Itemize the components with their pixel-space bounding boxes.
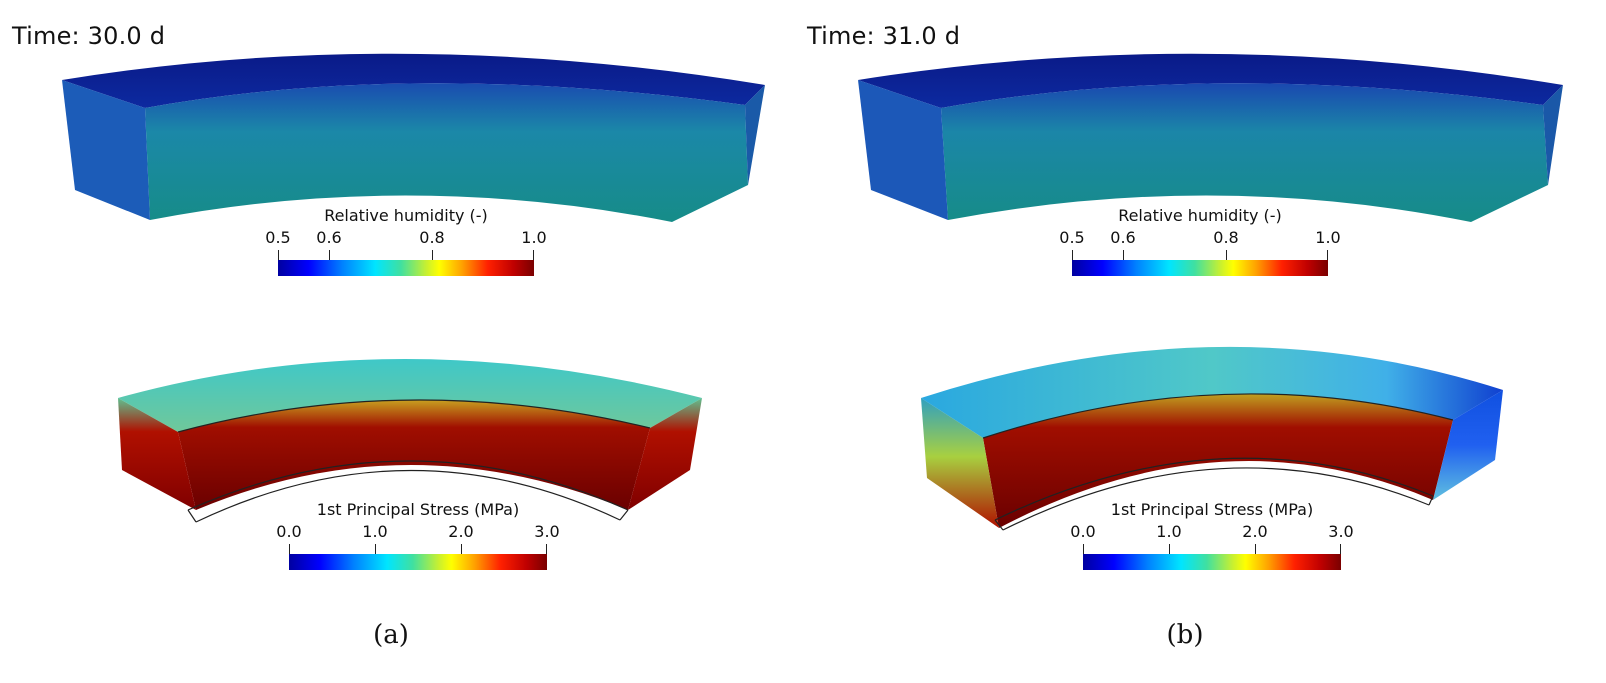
humidity-block-top [62,53,765,108]
stress-outline [982,393,1454,531]
humidity-colorbar [1072,260,1328,276]
humidity-tick [1072,250,1073,260]
stress-tick [1255,544,1256,554]
humidity-colorbar-title: Relative humidity (-) [1118,206,1282,225]
humidity-colorbar [278,260,534,276]
humidity-block-left [858,80,948,220]
time-label: Time: 31.0 d [807,22,961,50]
humidity-block-right [745,85,765,185]
humidity-tick-label: 0.5 [1059,228,1085,247]
panel-a: Time: 30.0 d Relative humidity (-) 0.5 0… [12,22,765,650]
stress-colorbar [1083,554,1341,570]
stress-tick [1169,544,1170,554]
humidity-tick [329,250,330,260]
stress-tick-label: 2.0 [1242,522,1268,541]
stress-colorbar-title: 1st Principal Stress (MPa) [1110,500,1314,519]
humidity-tick [533,250,534,260]
panel-caption: (b) [1166,620,1204,650]
stress-tick-label: 0.0 [1070,522,1096,541]
stress-block-inner [178,399,650,510]
panel-a-scene [62,53,765,523]
stress-tick [461,544,462,554]
time-label: Time: 30.0 d [12,22,166,50]
stress-block-right [1433,390,1503,500]
stress-tick [1083,544,1084,554]
humidity-block-front [145,83,748,223]
humidity-tick-label: 0.5 [265,228,291,247]
stress-colorbar [289,554,547,570]
stress-tick-label: 3.0 [534,522,560,541]
humidity-tick-label: 0.6 [1110,228,1136,247]
humidity-tick [1226,250,1227,260]
stress-tick-label: 2.0 [448,522,474,541]
humidity-tick-label: 0.8 [419,228,445,247]
stress-tick-label: 3.0 [1328,522,1354,541]
humidity-tick-label: 0.6 [316,228,342,247]
stress-block-top [118,359,702,432]
stress-block-left [118,398,196,510]
stress-tick [375,544,376,554]
humidity-block-top [858,53,1563,108]
humidity-block-right [1543,85,1563,185]
humidity-tick-label: 0.8 [1213,228,1239,247]
stress-outline [177,399,651,523]
humidity-colorbar-title: Relative humidity (-) [324,206,488,225]
humidity-tick [1123,250,1124,260]
humidity-tick [278,250,279,260]
humidity-tick-label: 1.0 [521,228,547,247]
stress-block-inner [983,393,1453,528]
stress-block-left [921,398,999,528]
humidity-tick [432,250,433,260]
panel-b-scene [858,53,1563,531]
humidity-block-front [941,83,1548,223]
panel-caption: (a) [373,620,409,650]
humidity-tick [1327,250,1328,260]
humidity-tick-label: 1.0 [1315,228,1341,247]
stress-tick-label: 0.0 [276,522,302,541]
stress-tick-label: 1.0 [362,522,388,541]
stress-block-top [921,346,1503,438]
stress-block-right [628,398,702,510]
stress-tick [546,544,547,554]
stress-tick [289,544,290,554]
humidity-block-left [62,80,150,220]
stress-colorbar-title: 1st Principal Stress (MPa) [316,500,520,519]
stress-tick-label: 1.0 [1156,522,1182,541]
panel-b: Time: 31.0 d Relative humidity (-) 0.5 0… [803,0,1606,683]
stress-tick [1340,544,1341,554]
